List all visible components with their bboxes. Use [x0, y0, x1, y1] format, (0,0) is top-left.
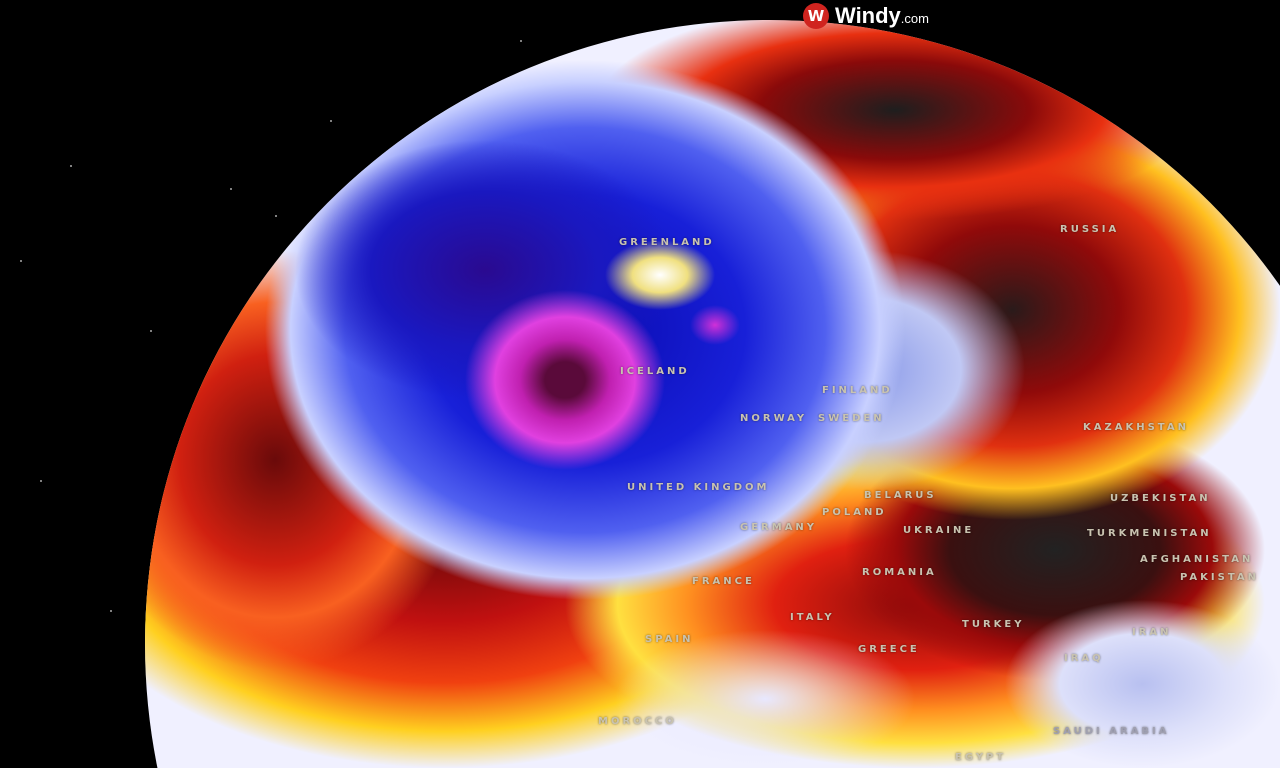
star: [520, 40, 522, 42]
label-romania: ROMANIA: [862, 567, 937, 578]
label-iran: IRAN: [1132, 627, 1172, 638]
cold-low-small: [690, 305, 740, 345]
label-germany: GERMANY: [740, 522, 818, 533]
label-russia: RUSSIA: [1060, 224, 1120, 235]
greenland-ice: [605, 240, 715, 310]
cool-field-mediterranean: [615, 630, 915, 768]
label-norway: NORWAY: [740, 413, 808, 424]
label-united-kingdom: UNITED KINGDOM: [627, 482, 770, 493]
label-ukraine: UKRAINE: [903, 525, 975, 536]
star: [40, 480, 42, 482]
label-italy: ITALY: [790, 612, 835, 623]
label-france: FRANCE: [692, 576, 755, 587]
label-spain: SPAIN: [645, 634, 694, 645]
star: [275, 215, 277, 217]
label-greenland: GREENLAND: [619, 237, 715, 248]
label-iceland: ICELAND: [620, 366, 690, 377]
windy-logo-text: Windy.com: [835, 3, 929, 28]
label-belarus: BELARUS: [864, 490, 937, 501]
windy-logo-icon: W: [803, 3, 829, 29]
label-turkey: TURKEY: [962, 619, 1025, 630]
label-kazakhstan: KAZAKHSTAN: [1083, 422, 1189, 433]
star: [110, 610, 112, 612]
star: [70, 165, 72, 167]
cool-field-middle-east: [1005, 600, 1280, 768]
label-pakistan: PAKISTAN: [1180, 572, 1259, 583]
label-uzbekistan: UZBEKISTAN: [1110, 493, 1211, 504]
label-afghanistan: AFGHANISTAN: [1140, 554, 1254, 565]
label-morocco: MOROCCO: [598, 716, 677, 727]
label-egypt: EGYPT: [955, 752, 1007, 763]
label-turkmenistan: TURKMENISTAN: [1087, 528, 1212, 539]
star: [150, 330, 152, 332]
label-saudi-arabia: SAUDI ARABIA: [1053, 726, 1170, 737]
star: [230, 188, 232, 190]
cold-low-iceland: [465, 290, 665, 470]
star: [20, 260, 22, 262]
label-sweden: SWEDEN: [818, 413, 885, 424]
windy-logo[interactable]: W Windy.com: [803, 3, 929, 29]
label-greece: GREECE: [858, 644, 920, 655]
label-poland: POLAND: [822, 507, 887, 518]
label-iraq: IRAQ: [1064, 653, 1104, 664]
label-finland: FINLAND: [822, 385, 893, 396]
star: [330, 120, 332, 122]
